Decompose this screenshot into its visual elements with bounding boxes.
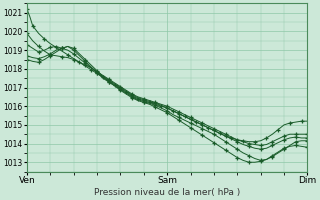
X-axis label: Pression niveau de la mer( hPa ): Pression niveau de la mer( hPa ) (94, 188, 240, 197)
